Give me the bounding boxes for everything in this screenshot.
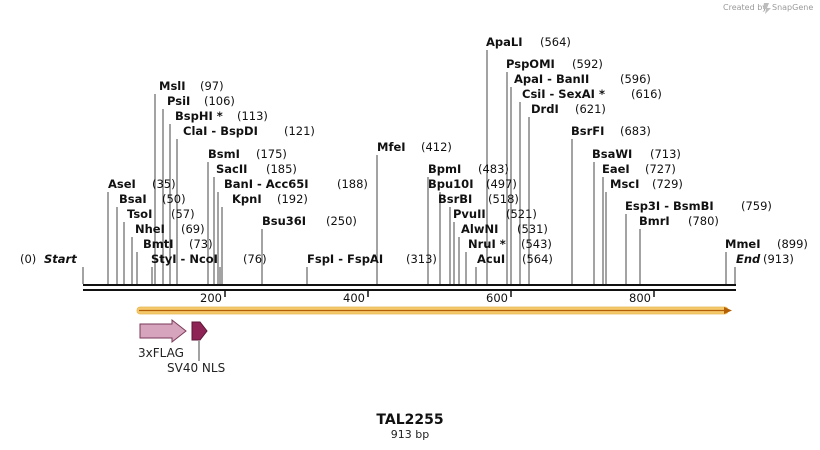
site-pos-bani-acc65i: (188) <box>337 177 368 191</box>
feature-sv40-nls[interactable]: SV40 NLS <box>167 321 225 375</box>
dna-backbone <box>83 284 736 291</box>
site-label-apai-banii[interactable]: ApaI - BanII <box>514 72 589 86</box>
site-pos-bsmi: (175) <box>256 147 287 161</box>
site-pos-drdi: (621) <box>575 102 606 116</box>
site-label-bsrbi[interactable]: BsrBI <box>438 192 472 206</box>
site-label-acui[interactable]: AcuI <box>477 252 505 266</box>
snapgene-logo-icon <box>763 3 771 14</box>
credit-text: Created by <box>723 3 767 12</box>
site-pos-bpu10i: (497) <box>486 177 517 191</box>
site-label-asei[interactable]: AseI <box>108 177 136 191</box>
site-pos-bsawi: (713) <box>650 147 681 161</box>
site-pos-msci: (729) <box>652 177 683 191</box>
site-pos-sacii: (185) <box>266 162 297 176</box>
site-label-bsai[interactable]: BsaI <box>119 192 147 206</box>
end-label: End <box>736 252 761 266</box>
site-label-nhei[interactable]: NheI <box>135 222 165 236</box>
site-label-msli[interactable]: MslI <box>159 79 186 93</box>
feature-arrow-3xflag <box>139 318 187 344</box>
site-label-tsoi[interactable]: TsoI <box>127 207 152 221</box>
site-pos-psii: (106) <box>204 94 235 108</box>
site-label-pspomi[interactable]: PspOMI <box>506 57 555 71</box>
site-label-kpni[interactable]: KpnI <box>232 192 262 206</box>
site-pos-eaei: (727) <box>645 162 676 176</box>
site-label-nrui[interactable]: NruI * <box>468 237 506 251</box>
site-pos-bsphi: (113) <box>237 109 268 123</box>
site-label-mfei[interactable]: MfeI <box>377 140 406 154</box>
site-pos-styi-ncoi: (76) <box>243 252 267 266</box>
map-length: 913 bp <box>391 428 429 441</box>
site-pos-alwni: (531) <box>517 222 548 236</box>
map-title: TAL2255 <box>376 412 443 428</box>
site-pos-fspi-fspai: (313) <box>406 252 437 266</box>
site-label-bsmi[interactable]: BsmI <box>208 147 240 161</box>
site-pos-clai-bspdi: (121) <box>284 124 315 138</box>
site-label-bsrfi[interactable]: BsrFI <box>571 124 604 138</box>
site-pos-bsai: (50) <box>162 192 186 206</box>
site-lines <box>82 50 736 284</box>
orf-arrow[interactable] <box>136 306 732 315</box>
site-pos-tsoi: (57) <box>171 207 195 221</box>
site-pos-nrui: (543) <box>521 237 552 251</box>
site-label-bpmi[interactable]: BpmI <box>428 162 461 176</box>
orf-arrowhead-icon <box>724 307 732 314</box>
snapgene-credit: Created by SnapGene <box>723 3 813 14</box>
site-label-apali[interactable]: ApaLI <box>486 35 523 49</box>
site-label-pvuii[interactable]: PvuII <box>453 207 486 221</box>
site-pos-nhei: (69) <box>181 222 205 236</box>
site-pos-bpmi: (483) <box>478 162 509 176</box>
site-pos-apali: (564) <box>540 35 571 49</box>
site-label-bpu10i[interactable]: Bpu10I <box>428 177 473 191</box>
site-labels: ApaLI (564) PspOMI (592) ApaI - BanII (5… <box>20 35 808 266</box>
site-pos-mmei: (899) <box>777 237 808 251</box>
scale-ticks: 200 400 600 800 <box>200 290 655 305</box>
site-label-bsphi[interactable]: BspHI * <box>175 109 223 123</box>
site-pos-asei: (35) <box>152 177 176 191</box>
site-pos-kpni: (192) <box>277 192 308 206</box>
site-pos-bsrfi: (683) <box>620 124 651 138</box>
start-label: Start <box>44 252 77 266</box>
feature-arrow-sv40-nls <box>191 321 208 341</box>
tick-label: 200 <box>200 291 222 305</box>
site-label-alwni[interactable]: AlwNI <box>461 222 498 236</box>
site-pos-csii-sexai: (616) <box>631 87 662 101</box>
site-pos-acui: (564) <box>522 252 553 266</box>
feature-3xflag[interactable]: 3xFLAG <box>138 318 187 360</box>
site-label-esp3i-bsmbi[interactable]: Esp3I - BsmBI <box>625 199 714 213</box>
site-label-bsawi[interactable]: BsaWI <box>592 147 632 161</box>
site-pos-bmti: (73) <box>189 237 213 251</box>
site-pos-esp3i-bsmbi: (759) <box>741 199 772 213</box>
tick-label: 600 <box>486 291 508 305</box>
feature-label-sv40-nls: SV40 NLS <box>167 361 225 375</box>
tick-label: 800 <box>629 291 651 305</box>
site-label-eaei[interactable]: EaeI <box>602 162 630 176</box>
end-pos: (913) <box>763 252 794 266</box>
site-pos-bsu36i: (250) <box>326 214 357 228</box>
site-pos-bmri: (780) <box>688 214 719 228</box>
site-pos-msli: (97) <box>200 79 224 93</box>
site-label-bmri[interactable]: BmrI <box>639 214 670 228</box>
site-pos-apai-banii: (596) <box>620 72 651 86</box>
brand-text: SnapGene <box>772 3 813 12</box>
site-label-csii-sexai[interactable]: CsiI - SexAI * <box>522 87 605 101</box>
site-label-bsu36i[interactable]: Bsu36I <box>262 214 306 228</box>
site-label-drdi[interactable]: DrdI <box>531 102 559 116</box>
site-pos-pspomi: (592) <box>572 57 603 71</box>
site-label-bani-acc65i[interactable]: BanI - Acc65I <box>224 177 309 191</box>
site-label-msci[interactable]: MscI <box>610 177 639 191</box>
site-label-fspi-fspai[interactable]: FspI - FspAI <box>307 252 383 266</box>
tick-label: 400 <box>343 291 365 305</box>
site-pos-bsrbi: (518) <box>488 192 519 206</box>
start-pos: (0) <box>20 252 36 266</box>
site-label-bmti[interactable]: BmtI <box>143 237 174 251</box>
site-pos-pvuii: (521) <box>506 207 537 221</box>
site-label-styi-ncoi[interactable]: StyI - NcoI <box>151 252 218 266</box>
site-pos-mfei: (412) <box>421 140 452 154</box>
site-label-clai-bspdi[interactable]: ClaI - BspDI <box>183 124 258 138</box>
site-label-mmei[interactable]: MmeI <box>725 237 761 251</box>
feature-label-3xflag: 3xFLAG <box>138 346 184 360</box>
site-label-sacii[interactable]: SacII <box>216 162 247 176</box>
site-label-psii[interactable]: PsiI <box>167 94 190 108</box>
